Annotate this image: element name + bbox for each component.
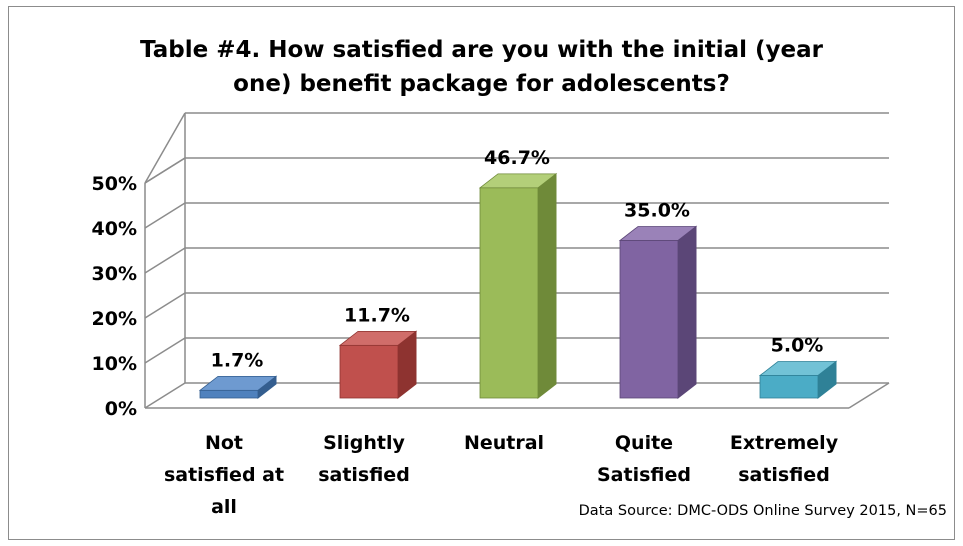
data-source-note: Data Source: DMC-ODS Online Survey 2015,… — [578, 503, 947, 519]
gridline-depth — [144, 157, 186, 184]
bar — [619, 240, 679, 399]
x-tick-label: Neutral — [464, 432, 544, 454]
x-tick-label: Not — [205, 432, 243, 454]
gridline-depth — [144, 292, 186, 319]
data-label: 1.7% — [211, 349, 264, 371]
bar-side — [677, 225, 697, 400]
x-tick-label: Extremely — [730, 432, 839, 454]
gridline-depth — [144, 247, 186, 274]
data-label: 46.7% — [484, 147, 550, 169]
bar — [339, 344, 399, 399]
y-tick-label: 30% — [92, 263, 137, 285]
x-tick-label: Slightly — [323, 432, 405, 454]
y-tick-label: 50% — [92, 173, 137, 195]
bar — [759, 375, 819, 399]
bar — [199, 389, 259, 399]
gridline-depth — [144, 382, 186, 409]
floor-right-edge — [848, 382, 890, 409]
data-label: 11.7% — [344, 304, 410, 326]
y-tick-label: 20% — [92, 308, 137, 330]
chart-title-line-2: one) benefit package for adolescents? — [233, 71, 730, 97]
data-label: 35.0% — [624, 200, 690, 222]
gridline-depth — [144, 112, 186, 184]
data-label: 5.0% — [771, 335, 824, 357]
x-tick-label: satisfied — [738, 464, 830, 486]
x-tick-label: Satisfied — [597, 464, 691, 486]
x-tick-label: satisfied at — [164, 464, 284, 486]
bar-side — [537, 172, 557, 400]
bar — [479, 187, 539, 399]
x-tick-label: Quite — [615, 432, 673, 454]
chart-title-line-1: Table #4. How satisfied are you with the… — [140, 37, 823, 63]
gridline-depth — [144, 337, 186, 364]
y-tick-label: 0% — [105, 398, 137, 420]
y-tick-label: 40% — [92, 218, 137, 240]
x-tick-label: satisfied — [318, 464, 410, 486]
gridline-depth — [144, 202, 186, 229]
x-tick-label: all — [211, 496, 237, 518]
y-tick-label: 10% — [92, 353, 137, 375]
